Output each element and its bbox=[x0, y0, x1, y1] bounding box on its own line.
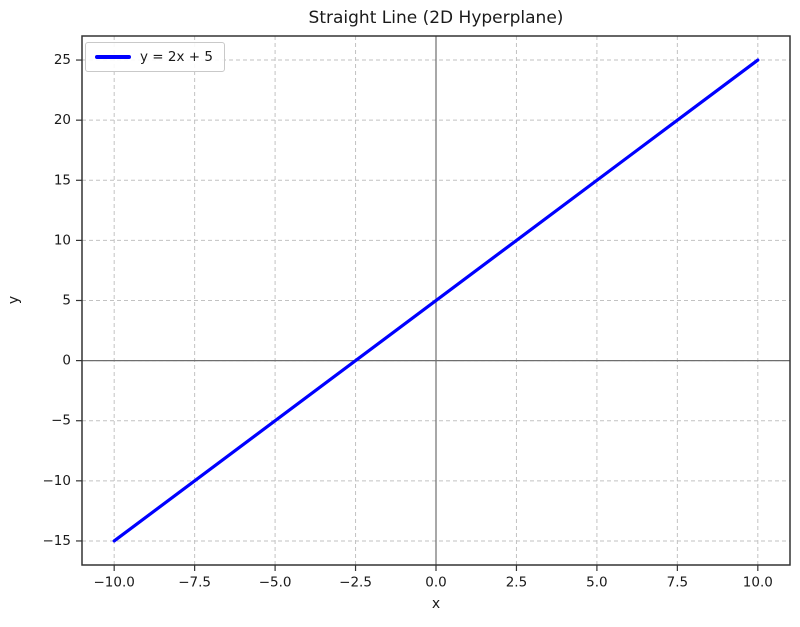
x-axis-label: x bbox=[431, 596, 441, 612]
y-axis-label: y bbox=[6, 295, 22, 305]
x-tick-label: −2.5 bbox=[339, 575, 372, 591]
y-tick-label: 0 bbox=[62, 353, 71, 369]
x-tick-label: −5.0 bbox=[259, 575, 292, 591]
x-tick-label: −10.0 bbox=[93, 575, 134, 591]
series-line bbox=[112, 58, 760, 543]
y-tick-label: 10 bbox=[54, 232, 71, 248]
x-tick-label: 2.5 bbox=[506, 575, 527, 591]
x-tick-label: −7.5 bbox=[178, 575, 211, 591]
legend-line-sample bbox=[95, 55, 131, 59]
y-tick-label: 25 bbox=[54, 52, 71, 68]
y-tick-label: 20 bbox=[54, 112, 71, 128]
chart-title: Straight Line (2D Hyperplane) bbox=[308, 8, 564, 28]
y-tick-label: −15 bbox=[43, 533, 72, 549]
legend: y = 2x + 5 bbox=[85, 42, 225, 72]
y-tick-label: −10 bbox=[43, 473, 72, 489]
y-tick-label: 15 bbox=[54, 172, 71, 188]
x-tick-label: 5.0 bbox=[586, 575, 607, 591]
y-tick-label: 5 bbox=[62, 293, 71, 309]
x-tick-label: 0.0 bbox=[425, 575, 446, 591]
x-tick-label: 7.5 bbox=[667, 575, 688, 591]
legend-label: y = 2x + 5 bbox=[140, 49, 213, 65]
x-tick-label: 10.0 bbox=[743, 575, 773, 591]
y-tick-label: −5 bbox=[51, 413, 71, 429]
